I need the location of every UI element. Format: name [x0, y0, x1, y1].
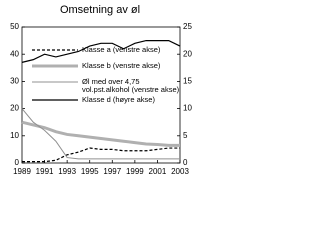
- y2-tick-label: 10: [183, 104, 192, 113]
- series-line: [22, 147, 180, 163]
- x-tick-label: 1999: [126, 167, 144, 176]
- x-tick-label: 1991: [36, 167, 54, 176]
- y2-tick-label: 15: [183, 77, 192, 86]
- series-line: [21, 120, 180, 147]
- chart-title: Omsetning av øl: [60, 4, 140, 16]
- legend-label: Klasse b (venstre akse): [82, 60, 161, 70]
- y-tick-label: 20: [10, 104, 19, 113]
- y-tick-label: 0: [15, 158, 20, 167]
- x-tick-label: 1989: [13, 167, 31, 176]
- y-tick-label: 30: [10, 77, 19, 86]
- legend-label: Klasse a (venstre akse): [82, 44, 161, 54]
- y-tick-label: 10: [10, 131, 19, 140]
- y2-tick-label: 5: [183, 131, 188, 140]
- y2-tick-label: 0: [183, 158, 188, 167]
- y2-tick-label: 20: [183, 49, 192, 58]
- y2-tick-label: 25: [183, 22, 192, 31]
- y-tick-label: 40: [10, 49, 19, 58]
- x-tick-label: 1997: [103, 167, 121, 176]
- plot-frame: [21, 26, 181, 164]
- series-line: [21, 40, 181, 63]
- chart: Omsetning av øl 0 10 20 30 40 50 0 5 10 15 20 25 198…: [10, 4, 192, 176]
- page: Omsetning av øl 0 10 20 30 40 50 0 5 10 15 20 25 198…: [10, 3, 193, 177]
- x-tick-label: 2001: [149, 167, 167, 176]
- x-tick-label: 1993: [58, 167, 76, 176]
- legend-label: Øl med over 4,75 vol.pst.alkohol (venstr…: [82, 76, 180, 94]
- legend-label: Klasse d (høyre akse): [82, 94, 155, 104]
- y-tick-label: 50: [10, 22, 19, 31]
- x-tick-label: 2003: [171, 167, 189, 176]
- series-line: [21, 108, 180, 160]
- x-tick-label: 1995: [81, 167, 99, 176]
